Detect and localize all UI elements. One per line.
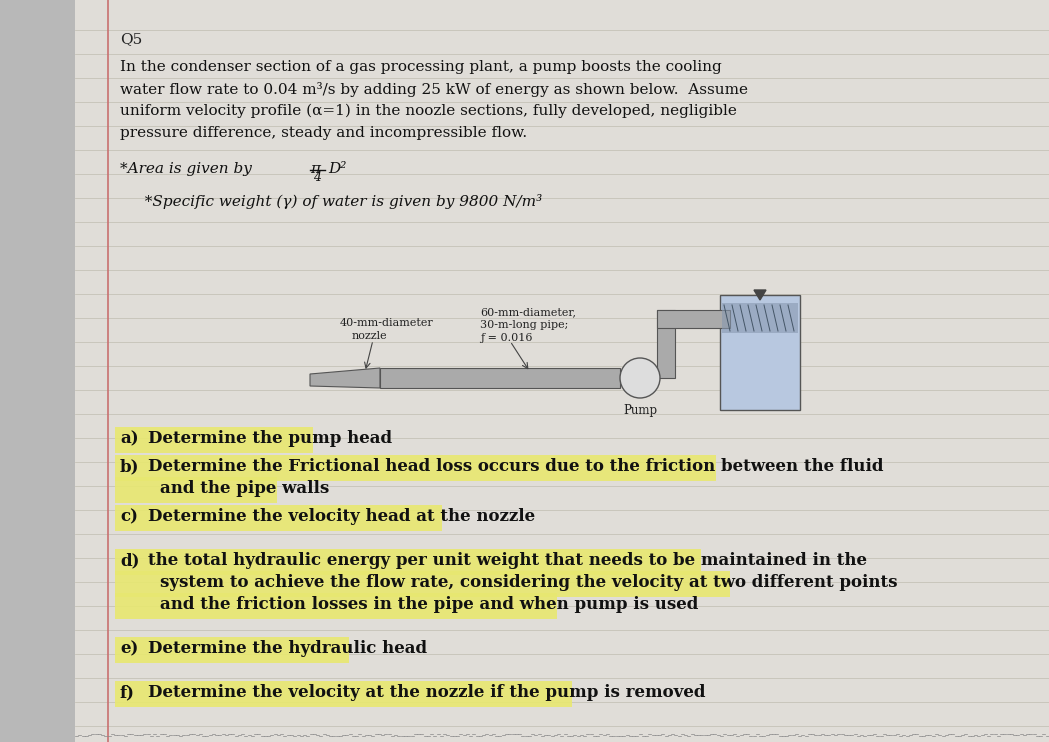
Text: 4: 4 (313, 171, 321, 184)
Text: nozzle: nozzle (352, 331, 388, 341)
Text: Determine the velocity head at the nozzle: Determine the velocity head at the nozzl… (148, 508, 535, 525)
FancyBboxPatch shape (115, 593, 557, 619)
Text: system to achieve the flow rate, considering the velocity at two different point: system to achieve the flow rate, conside… (160, 574, 898, 591)
FancyBboxPatch shape (115, 549, 702, 575)
Text: and the pipe walls: and the pipe walls (160, 480, 329, 497)
Text: e): e) (120, 640, 138, 657)
Text: uniform velocity profile (α=1) in the noozle sections, fully developed, negligib: uniform velocity profile (α=1) in the no… (120, 104, 736, 119)
Text: *Area is given by: *Area is given by (120, 162, 257, 176)
Polygon shape (754, 290, 766, 300)
Text: Determine the Frictional head loss occurs due to the friction between the fluid: Determine the Frictional head loss occur… (148, 458, 883, 475)
Text: d): d) (120, 552, 140, 569)
FancyBboxPatch shape (115, 681, 572, 707)
FancyBboxPatch shape (115, 571, 730, 597)
Bar (720, 295, 800, 410)
Text: c): c) (120, 508, 138, 525)
Text: f): f) (120, 684, 135, 701)
Text: *Specific weight (γ) of water is given by 9800 N/m³: *Specific weight (γ) of water is given b… (135, 194, 542, 209)
Text: Determine the hydraulic head: Determine the hydraulic head (148, 640, 427, 657)
Text: b): b) (120, 458, 140, 475)
FancyBboxPatch shape (115, 477, 277, 503)
FancyBboxPatch shape (115, 637, 348, 663)
Text: 60-mm-diameter,: 60-mm-diameter, (480, 307, 576, 317)
Polygon shape (311, 368, 380, 388)
FancyBboxPatch shape (115, 455, 715, 481)
Text: In the condenser section of a gas processing plant, a pump boosts the cooling: In the condenser section of a gas proces… (120, 60, 722, 74)
Text: D²: D² (328, 162, 346, 176)
Text: ƒ = 0.016: ƒ = 0.016 (480, 333, 533, 343)
Text: a): a) (120, 430, 138, 447)
Bar (657, 310, 675, 378)
Text: pressure difference, steady and incompressible flow.: pressure difference, steady and incompre… (120, 126, 528, 140)
Text: water flow rate to 0.04 m³/s by adding 25 kW of energy as shown below.  Assume: water flow rate to 0.04 m³/s by adding 2… (120, 82, 748, 97)
Text: the total hydraulic energy per unit weight that needs to be maintained in the: the total hydraulic energy per unit weig… (148, 552, 868, 569)
Bar (657, 310, 730, 328)
Text: π: π (311, 162, 320, 176)
Bar (380, 368, 620, 388)
FancyBboxPatch shape (115, 427, 313, 453)
Text: and the friction losses in the pipe and when pump is used: and the friction losses in the pipe and … (160, 596, 699, 613)
Circle shape (620, 358, 660, 398)
Text: 30-m-long pipe;: 30-m-long pipe; (480, 320, 569, 330)
Text: Q5: Q5 (120, 32, 143, 46)
Text: 40-mm-diameter: 40-mm-diameter (340, 318, 433, 328)
Bar (722, 303, 798, 333)
Text: Pump: Pump (623, 404, 657, 417)
Text: Determine the pump head: Determine the pump head (148, 430, 392, 447)
Text: Determine the velocity at the nozzle if the pump is removed: Determine the velocity at the nozzle if … (148, 684, 706, 701)
FancyBboxPatch shape (115, 505, 443, 531)
